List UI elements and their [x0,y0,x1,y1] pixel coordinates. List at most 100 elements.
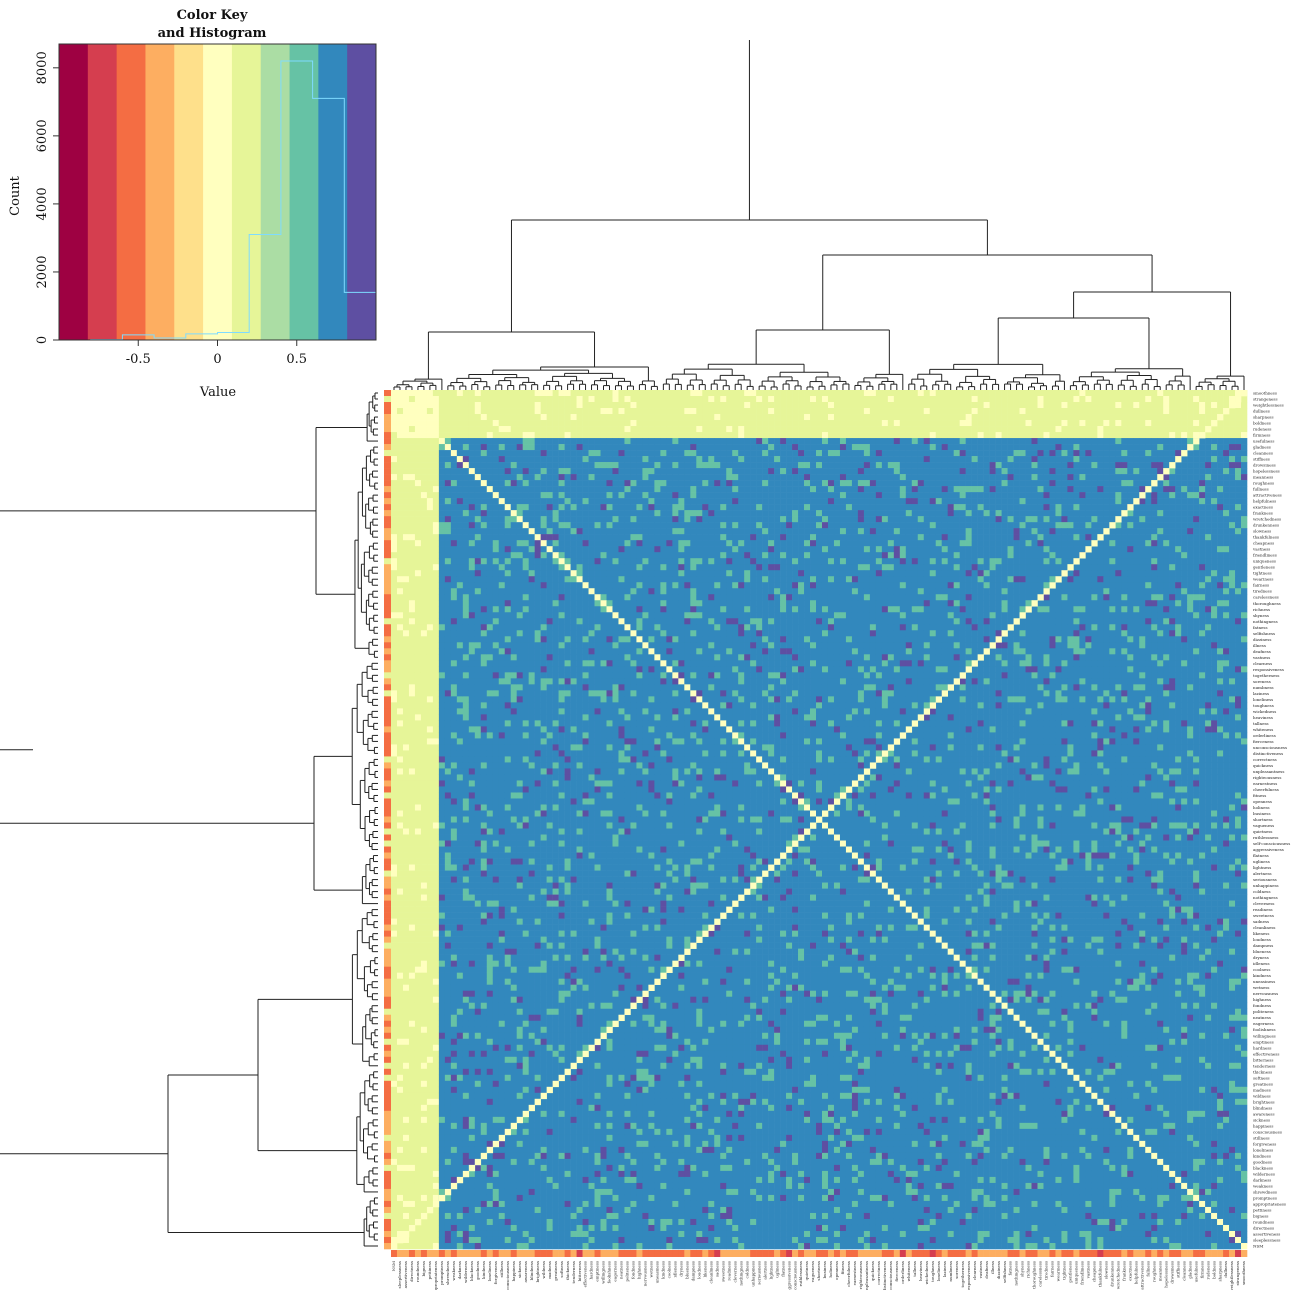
heatmap-cell [408,1176,416,1184]
heatmap-cell [444,1080,452,1088]
heatmap-cell [480,432,488,439]
heatmap-cell [1145,456,1152,463]
row-side-cell [384,396,391,403]
heatmap-cell [396,1038,404,1046]
heatmap-cell [474,414,482,421]
heatmap-cell [420,426,428,433]
heatmap-cell [420,528,428,535]
heatmap-cell [426,1212,434,1220]
heatmap-cell [456,486,464,493]
heatmap-cell [756,396,763,403]
heatmap-cell [594,414,601,421]
heatmap-cell [636,438,643,445]
column-side-cell [1007,1250,1014,1257]
heatmap-cell [426,588,434,595]
heatmap-cell [432,756,440,763]
heatmap-cell [1007,426,1014,433]
heatmap-cell [1019,450,1026,457]
heatmap-cell [522,396,529,403]
column-side-cell [1055,1250,1062,1257]
heatmap-cell [402,930,410,937]
heatmap-cell [438,690,446,697]
heatmap-cell [391,936,398,943]
heatmap-cell [540,444,547,451]
heatmap-cell [1181,414,1188,421]
heatmap-cell [1235,402,1242,409]
heatmap-cell [432,438,440,445]
heatmap-cell [396,924,404,931]
heatmap-cell [396,396,404,403]
heatmap-cell [462,576,470,583]
heatmap-cell [432,1098,440,1106]
heatmap-cell [468,798,476,805]
heatmap-cell [456,786,464,793]
heatmap-cell [1037,432,1044,439]
heatmap-cell [1055,468,1062,475]
heatmap-cell [426,846,434,853]
heatmap-cell [1007,414,1014,421]
heatmap-cell [444,1242,452,1250]
heatmap-cell [1085,414,1092,421]
heatmap-cell [618,438,625,445]
heatmap-cell [636,420,643,427]
heatmap-cell [684,450,691,457]
heatmap-cell [726,408,733,415]
heatmap-cell [1043,432,1050,439]
heatmap-cell [510,420,518,427]
heatmap-cell [456,684,464,691]
column-side-cell [1229,1250,1236,1257]
heatmap-cell [438,546,446,553]
heatmap-cell [396,504,404,511]
heatmap-cell [1019,426,1026,433]
heatmap-cell [420,1002,428,1010]
heatmap-cell [408,1080,416,1088]
heatmap-cell [468,972,476,979]
heatmap-cell [396,696,404,703]
heatmap-cell [630,414,637,421]
heatmap-cell [456,540,464,547]
heatmap-cell [552,408,559,415]
heatmap-cell [839,462,847,469]
heatmap-cell [414,942,422,949]
heatmap-cell [1019,432,1026,439]
heatmap-cell [929,444,937,451]
heatmap-cell [857,396,865,403]
heatmap-cell [1109,390,1116,397]
heatmap-cell [408,690,416,697]
heatmap-cell [456,588,464,595]
heatmap-cell [426,1152,434,1160]
heatmap-cell [935,432,943,439]
heatmap-cell [720,396,727,403]
heatmap-cell [444,1182,452,1190]
column-side-cell [1205,1250,1212,1257]
heatmap-cell [1211,390,1218,397]
heatmap-cell [462,1074,470,1082]
heatmap-cell [396,972,404,979]
heatmap-cell [1223,456,1230,463]
heatmap-cell [1019,456,1026,463]
heatmap-cell [438,678,446,685]
heatmap-cell [462,534,470,541]
heatmap-cell [1091,420,1098,427]
heatmap-cell [438,726,446,733]
heatmap-cell [462,696,470,703]
heatmap-cell [893,426,901,433]
heatmap-cell [420,756,428,763]
heatmap-cell [438,834,446,841]
heatmap-cell [396,1242,404,1250]
heatmap-cell [558,444,565,451]
heatmap-cell [1049,402,1056,409]
heatmap-cell [468,804,476,811]
heatmap-cell [989,444,996,451]
heatmap-cell [420,972,428,979]
heatmap-cell [456,564,464,571]
heatmap-cell [402,918,410,925]
heatmap-cell [857,444,865,451]
heatmap-cell [420,1044,428,1052]
heatmap-cell [498,474,506,481]
row-side-cell [384,864,391,871]
heatmap-cell [1115,390,1122,397]
column-side-cell [1217,1250,1224,1257]
heatmap-cell [1061,432,1068,439]
heatmap-cell [1169,420,1176,427]
